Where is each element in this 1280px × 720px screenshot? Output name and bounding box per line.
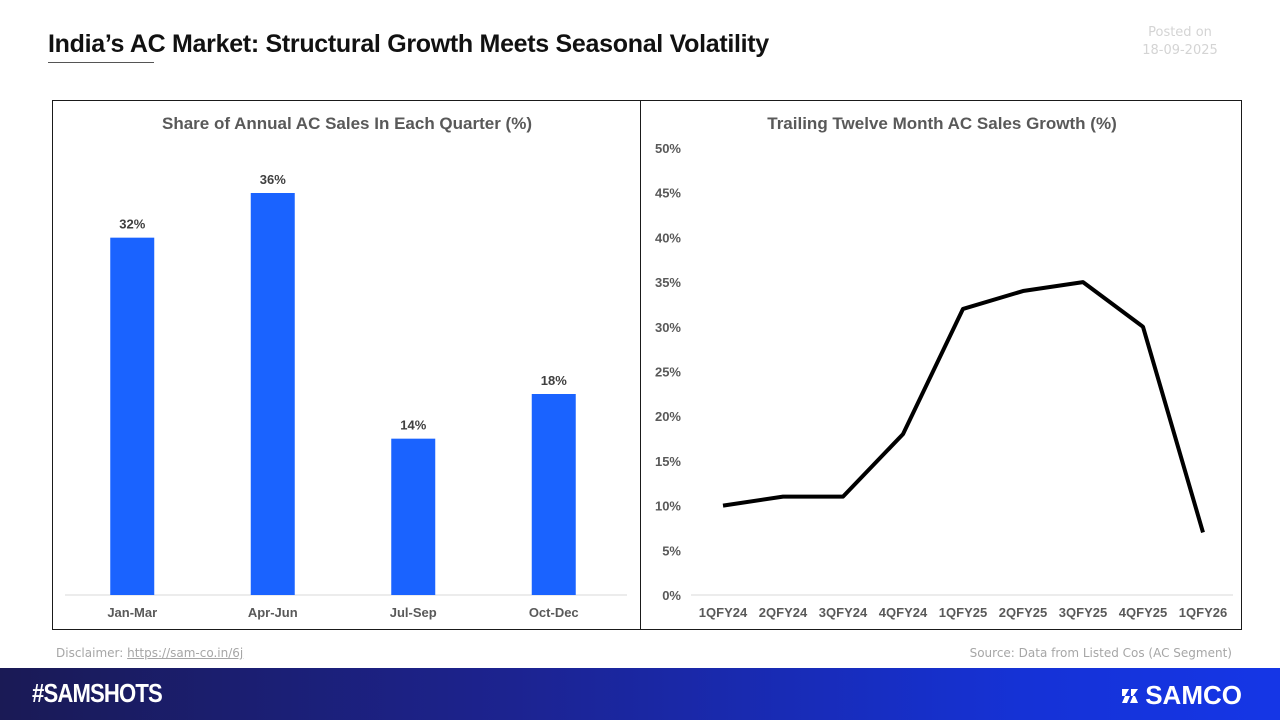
x-tick-label: 4QFY24: [879, 605, 928, 620]
bar-data-label: 14%: [400, 418, 426, 433]
x-tick-label: Jul-Sep: [390, 605, 437, 620]
y-tick-label: 25%: [655, 365, 681, 380]
quarterly-share-chart-panel: Share of Annual AC Sales In Each Quarter…: [52, 100, 641, 630]
samco-logo-icon: [1122, 688, 1139, 703]
y-tick-label: 20%: [655, 409, 681, 424]
bar-data-label: 18%: [541, 373, 567, 388]
source-note: Source: Data from Listed Cos (AC Segment…: [969, 646, 1232, 660]
y-tick-label: 40%: [655, 230, 681, 245]
x-tick-label: Oct-Dec: [529, 605, 579, 620]
disclaimer: Disclaimer: https://sam-co.in/6j: [56, 646, 243, 660]
footer-banner: #SAMSHOTS SAMCO: [0, 668, 1280, 720]
ttm-growth-line-chart: Trailing Twelve Month AC Sales Growth (%…: [655, 114, 1233, 620]
bar-chart-title: Share of Annual AC Sales In Each Quarter…: [162, 114, 532, 133]
disclaimer-label: Disclaimer:: [56, 646, 124, 660]
hashtag-label: #SAMSHOTS: [32, 678, 163, 708]
bar-jul-sep: [391, 438, 436, 595]
posted-date: 18-09-2025: [1142, 43, 1218, 58]
bar-data-label: 32%: [119, 217, 145, 232]
x-tick-label: Apr-Jun: [248, 605, 298, 620]
bar-data-label: 36%: [260, 172, 286, 187]
x-tick-label: 3QFY24: [819, 605, 868, 620]
line-chart-title: Trailing Twelve Month AC Sales Growth (%…: [767, 114, 1116, 133]
x-tick-label: 1QFY24: [699, 605, 748, 620]
x-tick-label: 2QFY24: [759, 605, 808, 620]
y-tick-label: 35%: [655, 275, 681, 290]
ttm-growth-chart-panel: Trailing Twelve Month AC Sales Growth (%…: [640, 100, 1242, 630]
y-tick-label: 30%: [655, 320, 681, 335]
bar-oct-dec: [531, 394, 576, 595]
posted-label: Posted on: [1148, 25, 1212, 40]
disclaimer-link[interactable]: https://sam-co.in/6j: [127, 646, 244, 660]
ttm-growth-line: [722, 280, 1205, 533]
posted-date-block: Posted on 18-09-2025: [1120, 24, 1240, 60]
x-tick-label: 2QFY25: [999, 605, 1047, 620]
title-underline: [48, 62, 154, 63]
quarterly-share-bar-chart: Share of Annual AC Sales In Each Quarter…: [65, 114, 627, 620]
y-tick-label: 15%: [655, 454, 681, 469]
bar-apr-jun: [250, 193, 295, 595]
y-tick-label: 50%: [655, 141, 681, 156]
y-tick-label: 0%: [662, 588, 681, 603]
brand-logo: SAMCO: [1119, 680, 1242, 711]
x-tick-label: 3QFY25: [1059, 605, 1107, 620]
y-tick-label: 45%: [655, 186, 681, 201]
y-tick-label: 5%: [662, 543, 681, 558]
y-tick-label: 10%: [655, 499, 681, 514]
x-tick-label: Jan-Mar: [107, 605, 157, 620]
page-title: India’s AC Market: Structural Growth Mee…: [48, 30, 769, 58]
x-tick-label: 1QFY25: [939, 605, 987, 620]
x-tick-label: 4QFY25: [1119, 605, 1167, 620]
x-tick-label: 1QFY26: [1179, 605, 1227, 620]
bar-jan-mar: [110, 237, 155, 595]
brand-name: SAMCO: [1145, 680, 1242, 710]
